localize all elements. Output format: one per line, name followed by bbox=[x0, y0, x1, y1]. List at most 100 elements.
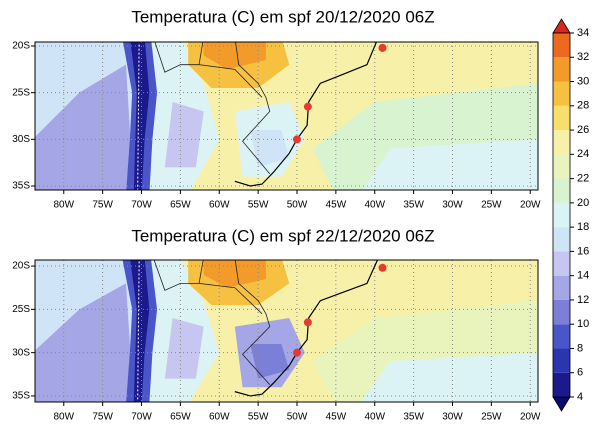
colorbar-extension bbox=[552, 396, 571, 412]
x-tick-label: 80W bbox=[53, 200, 74, 211]
colorbar-bin bbox=[553, 299, 570, 325]
border bbox=[235, 42, 271, 175]
panel-title: Temperatura (C) em spf 22/12/2020 06Z bbox=[131, 226, 434, 245]
x-tick-label: 60W bbox=[209, 412, 230, 423]
x-tick-label: 55W bbox=[248, 200, 269, 211]
colorbar-tick-label: 28 bbox=[577, 100, 589, 112]
field bbox=[35, 283, 134, 402]
colorbar-tick-label: 6 bbox=[577, 367, 583, 379]
colorbar-tick-label: 12 bbox=[577, 294, 589, 306]
x-tick-label: 70W bbox=[131, 200, 152, 211]
field bbox=[35, 64, 134, 190]
x-tick-label: 65W bbox=[170, 412, 191, 423]
map-area bbox=[35, 260, 538, 402]
colorbar-bin bbox=[553, 57, 570, 82]
field bbox=[130, 42, 150, 190]
colorbar-tick-label: 34 bbox=[577, 27, 589, 39]
colorbar-bin bbox=[553, 348, 570, 373]
y-tick-label: 25S bbox=[12, 304, 30, 315]
colorbar-tick-label: 22 bbox=[577, 173, 589, 185]
colorbar-bin bbox=[553, 130, 570, 155]
coastline bbox=[234, 260, 379, 397]
y-tick-label: 20S bbox=[12, 261, 30, 272]
colorbar-tick-label: 10 bbox=[577, 318, 589, 330]
panel-title: Temperatura (C) em spf 20/12/2020 06Z bbox=[131, 7, 434, 26]
colorbar-bin bbox=[553, 275, 570, 300]
border bbox=[153, 260, 200, 291]
x-tick-label: 20W bbox=[520, 412, 541, 423]
colorbar-tick-label: 8 bbox=[577, 342, 583, 354]
colorbar-tick-label: 24 bbox=[577, 148, 589, 160]
x-tick-label: 55W bbox=[248, 412, 269, 423]
x-tick-label: 70W bbox=[131, 412, 152, 423]
x-tick-label: 65W bbox=[170, 200, 191, 211]
y-tick-label: 35S bbox=[12, 181, 30, 192]
map-frame bbox=[34, 41, 539, 191]
border bbox=[234, 260, 271, 385]
field bbox=[361, 352, 538, 402]
x-tick-label: 30W bbox=[442, 412, 463, 423]
colorbar-bin bbox=[553, 81, 570, 106]
y-tick-label: 30S bbox=[12, 347, 30, 358]
colorbar: 4 6 8 10 12 14 16 18 20 22 24 26 28 30 32 34 bbox=[552, 18, 589, 412]
x-tick-label: 45W bbox=[326, 200, 347, 211]
x-tick-label: 75W bbox=[92, 412, 113, 423]
x-tick-label: 35W bbox=[403, 200, 424, 211]
colorbar-bin bbox=[553, 227, 570, 252]
border bbox=[154, 42, 200, 73]
x-tick-label: 80W bbox=[53, 412, 74, 423]
field bbox=[164, 102, 204, 168]
colorbar-extension bbox=[552, 18, 571, 34]
x-tick-label: 40W bbox=[364, 412, 385, 423]
colorbar-bin bbox=[553, 105, 570, 131]
colorbar-tick-label: 30 bbox=[577, 75, 589, 87]
city-marker bbox=[292, 135, 301, 144]
colorbar-bin bbox=[553, 33, 570, 58]
city-marker bbox=[378, 43, 387, 52]
x-tick-label: 50W bbox=[287, 412, 308, 423]
y-tick-label: 30S bbox=[12, 134, 30, 145]
x-tick-label: 75W bbox=[92, 200, 113, 211]
colorbar-bin bbox=[553, 178, 570, 203]
x-tick-label: 25W bbox=[481, 412, 502, 423]
border bbox=[198, 42, 263, 98]
x-tick-label: 60W bbox=[209, 200, 230, 211]
border bbox=[198, 260, 263, 314]
colorbar-tick-label: 32 bbox=[577, 51, 589, 63]
y-tick-label: 20S bbox=[12, 41, 30, 52]
map-frame bbox=[34, 259, 539, 403]
colorbar-tick-label: 14 bbox=[577, 270, 589, 282]
x-tick-label: 40W bbox=[364, 200, 385, 211]
colorbar-tick-label: 4 bbox=[577, 391, 583, 403]
coastline bbox=[234, 42, 378, 187]
city-marker bbox=[378, 263, 387, 272]
border bbox=[137, 42, 140, 190]
x-tick-label: 45W bbox=[326, 412, 347, 423]
field bbox=[362, 139, 538, 190]
colorbar-bin bbox=[553, 202, 570, 228]
colorbar-tick-label: 18 bbox=[577, 221, 589, 233]
y-tick-label: 25S bbox=[12, 87, 30, 98]
colorbar-bin bbox=[553, 372, 570, 397]
city-marker bbox=[303, 318, 312, 327]
map-area bbox=[35, 42, 538, 190]
colorbar-bin bbox=[553, 324, 570, 349]
city-marker bbox=[292, 348, 301, 357]
x-tick-label: 30W bbox=[442, 200, 463, 211]
colorbar-bin bbox=[553, 251, 570, 276]
colorbar-frame bbox=[552, 32, 571, 398]
colorbar-tick-label: 20 bbox=[577, 197, 589, 209]
y-tick-label: 35S bbox=[12, 391, 30, 402]
x-tick-label: 25W bbox=[481, 200, 502, 211]
colorbar-tick-label: 16 bbox=[577, 245, 589, 257]
x-tick-label: 35W bbox=[403, 412, 424, 423]
border bbox=[137, 260, 140, 402]
field bbox=[164, 318, 204, 379]
x-tick-label: 20W bbox=[520, 200, 541, 211]
colorbar-tick-label: 26 bbox=[577, 124, 589, 136]
x-tick-label: 50W bbox=[287, 200, 308, 211]
field bbox=[130, 260, 150, 402]
city-marker bbox=[303, 102, 312, 111]
colorbar-bin bbox=[553, 154, 570, 179]
